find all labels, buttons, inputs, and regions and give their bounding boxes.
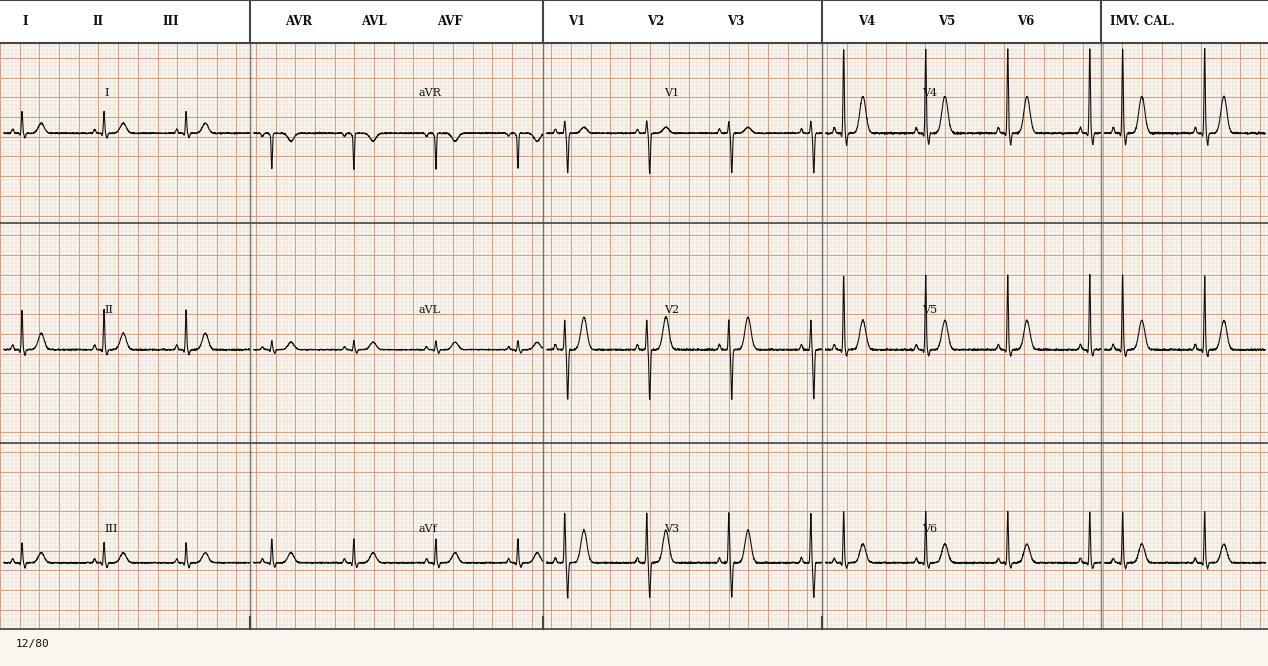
Text: V5: V5 (938, 15, 956, 28)
Text: 12/80: 12/80 (15, 639, 49, 649)
Text: aVR: aVR (418, 88, 441, 99)
Text: AVF: AVF (437, 15, 463, 28)
Text: V6: V6 (1017, 15, 1035, 28)
Text: V3: V3 (727, 15, 744, 28)
Text: IMV. CAL.: IMV. CAL. (1110, 15, 1174, 28)
Text: III: III (162, 15, 179, 28)
Text: III: III (104, 524, 118, 535)
Text: V1: V1 (568, 15, 586, 28)
Text: V4: V4 (858, 15, 876, 28)
Text: aVL: aVL (418, 304, 440, 315)
Text: II: II (93, 15, 104, 28)
Text: I: I (23, 15, 28, 28)
Text: AVL: AVL (361, 15, 387, 28)
Text: V6: V6 (922, 524, 937, 535)
Text: V4: V4 (922, 88, 937, 99)
Text: V2: V2 (647, 15, 664, 28)
Bar (0, 0, 1268, 43)
Text: II: II (104, 304, 113, 315)
Text: V2: V2 (664, 304, 680, 315)
Text: aVf: aVf (418, 524, 437, 535)
Text: V1: V1 (664, 88, 680, 99)
Text: V3: V3 (664, 524, 680, 535)
Text: I: I (104, 88, 109, 99)
Text: V5: V5 (922, 304, 937, 315)
Text: AVR: AVR (285, 15, 312, 28)
